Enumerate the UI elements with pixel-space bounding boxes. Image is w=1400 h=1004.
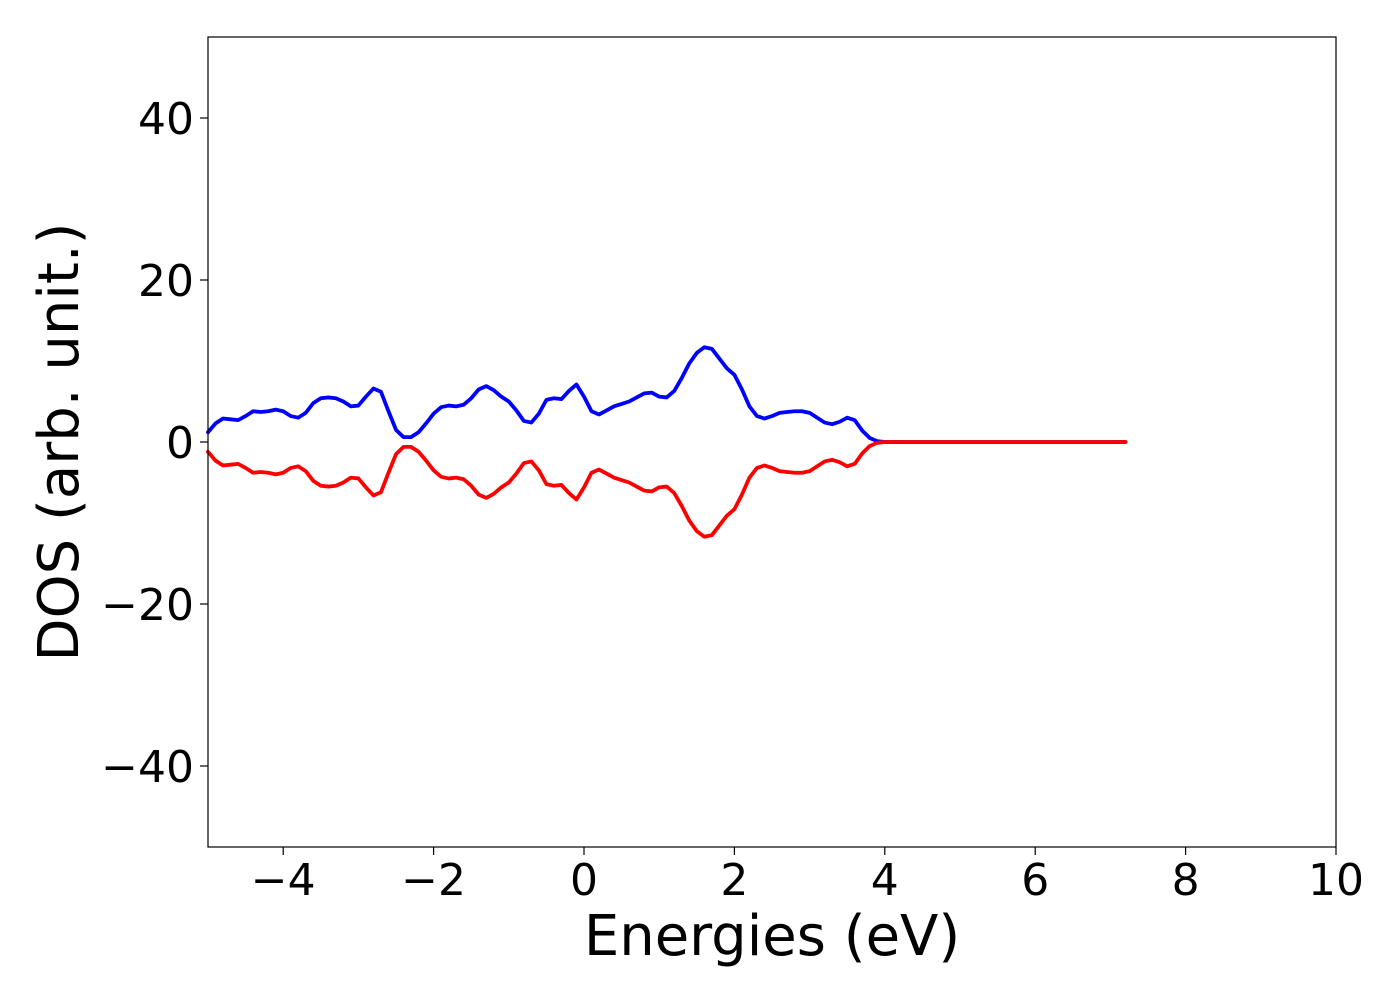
y-tick-label: −20 — [101, 580, 194, 631]
x-tick-label: 0 — [570, 855, 598, 906]
y-tick-label: 40 — [138, 94, 194, 145]
x-tick-label: 10 — [1308, 855, 1364, 906]
y-tick-label: −40 — [101, 742, 194, 793]
x-tick-label: 8 — [1172, 855, 1200, 906]
x-tick-label: −4 — [251, 855, 316, 906]
x-tick-label: 2 — [720, 855, 748, 906]
plot-frame — [207, 36, 1337, 848]
series-line-0 — [206, 345, 1128, 444]
x-tick-label: −2 — [401, 855, 466, 906]
x-axis-label: Energies (eV) — [584, 904, 960, 969]
x-axis-ticks: −4 −2 0 2 4 6 8 10 — [251, 847, 1364, 906]
series-layer — [206, 345, 1128, 539]
y-tick-label: 20 — [138, 256, 194, 307]
y-tick-label: 0 — [166, 418, 194, 469]
x-tick-label: 4 — [871, 855, 899, 906]
series-line-1 — [206, 440, 1128, 539]
y-axis-ticks: 40 20 0 −20 −40 — [101, 94, 208, 793]
y-axis-label: DOS (arb. unit.) — [27, 222, 92, 661]
x-tick-label: 6 — [1021, 855, 1049, 906]
